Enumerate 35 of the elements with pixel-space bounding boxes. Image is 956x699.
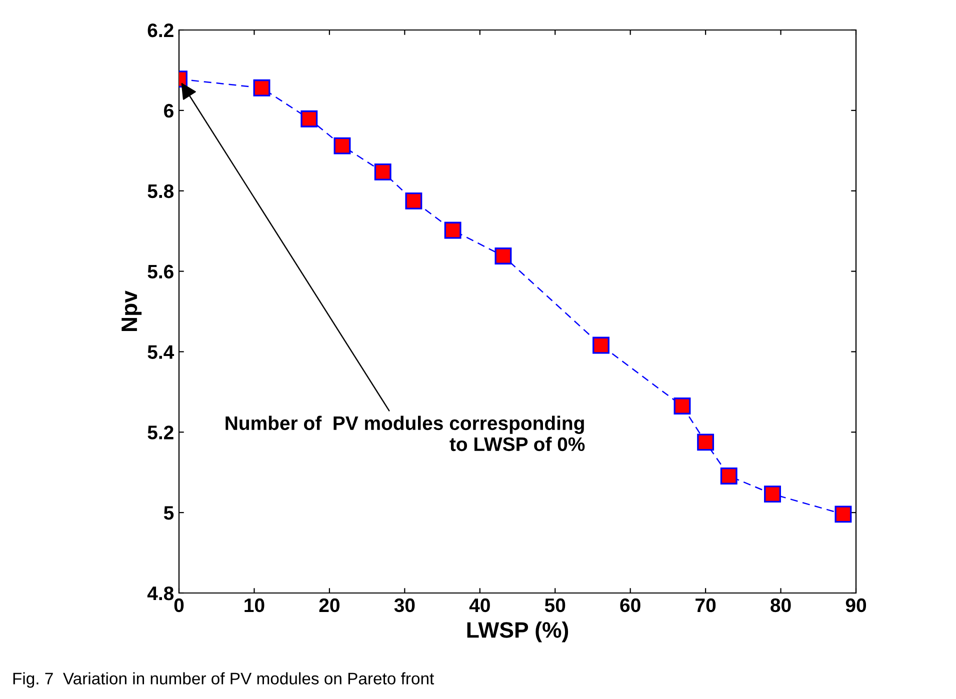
x-tick-label: 30 bbox=[394, 598, 415, 612]
caption: Fig. 7 Variation in number of PV modules on Pareto front bbox=[13, 672, 434, 688]
point bbox=[334, 137, 351, 154]
point bbox=[444, 222, 462, 239]
point bbox=[834, 506, 852, 523]
x-axis-title: LWSP (%) bbox=[467, 622, 568, 642]
x-tick-label: 0 bbox=[174, 598, 184, 612]
y-tick-label: 5.4 bbox=[148, 345, 174, 359]
y-tick-label: 5 bbox=[164, 506, 174, 520]
x-tick-label: 40 bbox=[469, 598, 490, 612]
point bbox=[764, 486, 781, 503]
x-tick-label: 60 bbox=[620, 598, 640, 612]
point bbox=[374, 163, 392, 180]
point bbox=[592, 336, 610, 354]
x-tick-label: 20 bbox=[319, 598, 340, 612]
annotation: Number of PV modules corresponding to LWSP of 0% bbox=[226, 416, 585, 452]
y-tick-label: 5.8 bbox=[148, 184, 174, 198]
x-tick-label: 10 bbox=[244, 598, 264, 612]
point bbox=[720, 468, 738, 484]
y-axis-title: Npv bbox=[122, 290, 142, 332]
point bbox=[300, 110, 318, 128]
y-tick-label: 5.2 bbox=[148, 426, 174, 440]
x-tick-label: 80 bbox=[770, 598, 791, 612]
point bbox=[405, 192, 422, 210]
x-tick-label: 70 bbox=[696, 598, 716, 612]
x-tick-label: 50 bbox=[544, 598, 566, 612]
point bbox=[674, 398, 691, 414]
y-tick-label: 6 bbox=[164, 104, 174, 118]
point bbox=[697, 434, 714, 451]
point bbox=[494, 248, 512, 264]
point bbox=[253, 79, 270, 96]
y-tick-label: 4.8 bbox=[147, 586, 174, 600]
y-tick-label: 5.6 bbox=[148, 264, 174, 279]
y-tick-label: 6.2 bbox=[148, 23, 174, 38]
x-tick-label: 90 bbox=[846, 598, 866, 612]
